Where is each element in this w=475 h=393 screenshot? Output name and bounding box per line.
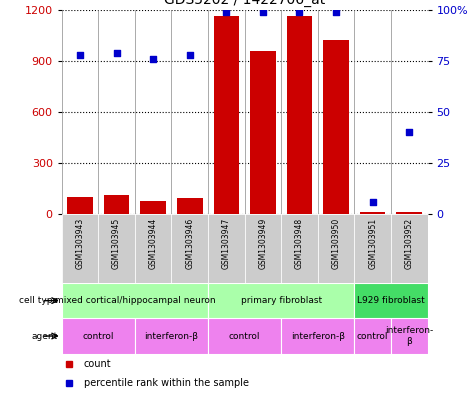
Text: GSM1303943: GSM1303943	[76, 218, 85, 269]
Text: control: control	[83, 332, 114, 340]
Text: GSM1303949: GSM1303949	[258, 218, 267, 269]
Bar	[62, 214, 98, 283]
Point	[113, 50, 121, 56]
Bar	[177, 198, 202, 214]
Bar	[397, 211, 422, 214]
Bar	[62, 318, 135, 354]
Bar	[214, 16, 239, 214]
Text: count: count	[84, 358, 111, 369]
Text: GSM1303948: GSM1303948	[295, 218, 304, 269]
Bar	[360, 211, 385, 214]
Title: GDS5202 / 1422706_at: GDS5202 / 1422706_at	[164, 0, 325, 7]
Text: control: control	[357, 332, 389, 340]
Bar	[245, 214, 281, 283]
Text: GSM1303947: GSM1303947	[222, 218, 231, 269]
Text: agent: agent	[32, 332, 58, 340]
Bar	[141, 200, 166, 214]
Bar	[354, 318, 391, 354]
Text: GSM1303950: GSM1303950	[332, 218, 341, 269]
Bar	[208, 318, 281, 354]
Point	[76, 51, 84, 58]
Point	[149, 56, 157, 62]
Text: GSM1303944: GSM1303944	[149, 218, 158, 269]
Bar	[354, 283, 428, 318]
Text: interferon-β: interferon-β	[291, 332, 345, 340]
Point	[295, 9, 304, 15]
Point	[186, 51, 194, 58]
Bar	[135, 214, 171, 283]
Bar	[135, 318, 208, 354]
Text: cell type: cell type	[19, 296, 58, 305]
Text: GSM1303945: GSM1303945	[112, 218, 121, 269]
Text: GSM1303951: GSM1303951	[368, 218, 377, 269]
Text: L929 fibroblast: L929 fibroblast	[357, 296, 425, 305]
Text: interferon-β: interferon-β	[144, 332, 199, 340]
Bar	[287, 16, 312, 214]
Point	[405, 129, 413, 136]
Text: GSM1303952: GSM1303952	[405, 218, 414, 269]
Bar	[104, 195, 129, 214]
Point	[332, 9, 340, 15]
Text: percentile rank within the sample: percentile rank within the sample	[84, 378, 249, 388]
Bar	[208, 214, 245, 283]
Bar	[171, 214, 208, 283]
Bar	[281, 318, 354, 354]
Bar	[391, 318, 428, 354]
Text: interferon-
β: interferon- β	[385, 326, 433, 346]
Bar	[323, 40, 349, 214]
Point	[259, 9, 267, 15]
Point	[222, 9, 230, 15]
Text: control: control	[229, 332, 260, 340]
Bar	[62, 283, 208, 318]
Bar	[391, 214, 428, 283]
Bar	[98, 214, 135, 283]
Bar	[281, 214, 318, 283]
Bar	[354, 214, 391, 283]
Bar	[250, 51, 276, 214]
Bar	[67, 197, 93, 214]
Bar	[318, 214, 354, 283]
Text: GSM1303946: GSM1303946	[185, 218, 194, 269]
Point	[369, 199, 377, 205]
Text: mixed cortical/hippocampal neuron: mixed cortical/hippocampal neuron	[55, 296, 215, 305]
Text: primary fibroblast: primary fibroblast	[241, 296, 322, 305]
Bar	[208, 283, 354, 318]
